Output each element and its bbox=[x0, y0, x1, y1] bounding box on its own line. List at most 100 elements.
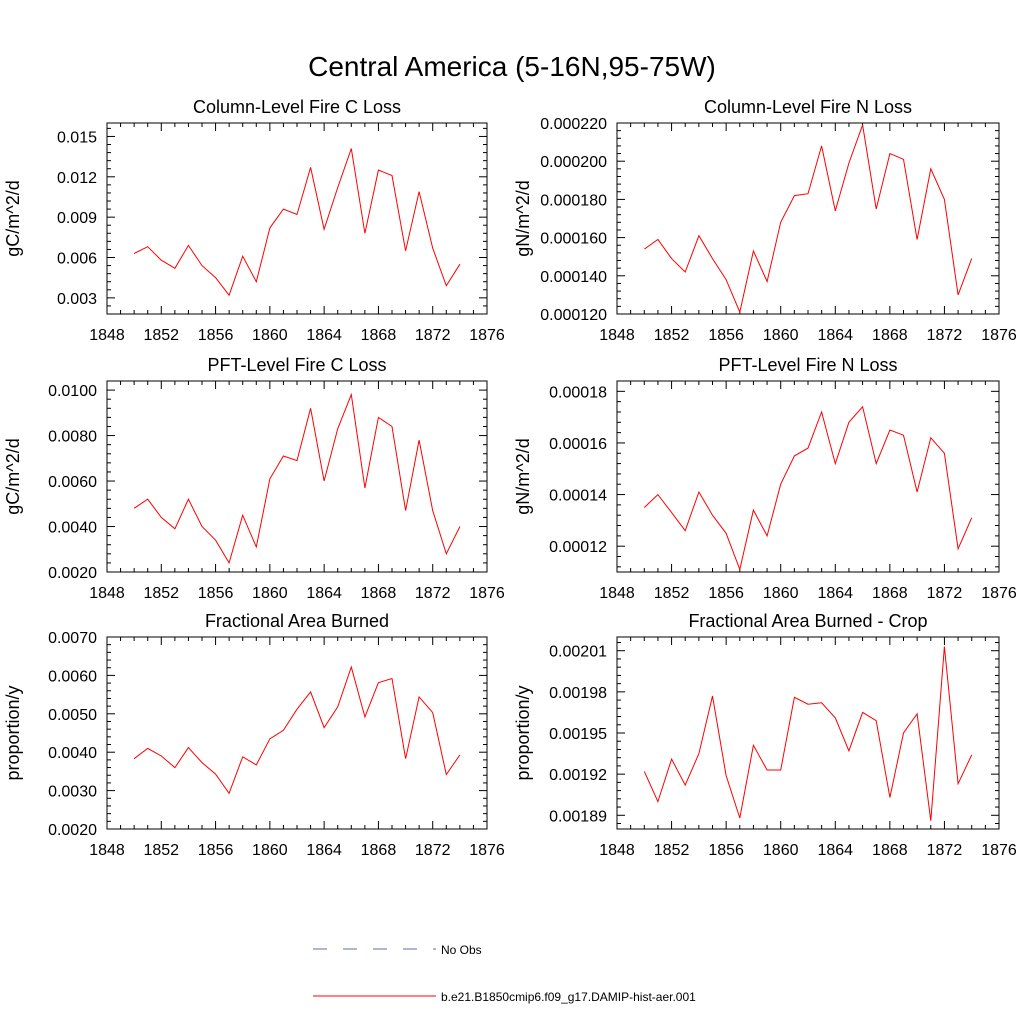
x-tick-label: 1852 bbox=[143, 327, 179, 344]
panel-title: PFT-Level Fire C Loss bbox=[207, 355, 386, 375]
y-axis-label: gC/m^2/d bbox=[3, 438, 23, 514]
y-tick-label: 0.0040 bbox=[48, 520, 97, 537]
legend-obs-label: No Obs bbox=[441, 943, 482, 957]
panel-title: Column-Level Fire C Loss bbox=[193, 97, 401, 117]
x-tick-label: 1852 bbox=[654, 327, 690, 344]
y-tick-label: 0.00198 bbox=[549, 685, 607, 702]
y-tick-label: 0.0030 bbox=[48, 784, 97, 801]
x-tick-label: 1864 bbox=[306, 327, 342, 344]
series-line bbox=[133, 392, 461, 565]
x-tick-label: 1856 bbox=[708, 842, 744, 859]
y-tick-label: 0.00201 bbox=[549, 644, 607, 661]
x-tick-label: 1852 bbox=[143, 842, 179, 859]
x-tick-label: 1868 bbox=[872, 842, 908, 859]
legend-model-label: b.e21.B1850cmip6.f09_g17.DAMIP-hist-aer.… bbox=[441, 990, 696, 1004]
x-tick-label: 1868 bbox=[872, 327, 908, 344]
x-tick-label: 1860 bbox=[763, 585, 799, 602]
x-tick-label: 1848 bbox=[89, 585, 125, 602]
legend: No Obs b.e21.B1850cmip6.f09_g17.DAMIP-hi… bbox=[313, 943, 696, 1004]
x-tick-label: 1856 bbox=[198, 327, 234, 344]
panel-title: Fractional Area Burned bbox=[205, 611, 389, 631]
y-tick-label: 0.00016 bbox=[549, 436, 607, 453]
y-tick-label: 0.0020 bbox=[48, 565, 97, 582]
series-line bbox=[643, 405, 973, 572]
y-tick-label: 0.003 bbox=[57, 291, 97, 308]
y-tick-label: 0.0060 bbox=[48, 474, 97, 491]
x-tick-label: 1872 bbox=[415, 842, 451, 859]
x-tick-label: 1868 bbox=[361, 585, 397, 602]
x-tick-label: 1860 bbox=[763, 842, 799, 859]
y-tick-label: 0.0050 bbox=[48, 707, 97, 724]
plot-frame bbox=[106, 122, 488, 315]
y-tick-label: 0.00189 bbox=[549, 808, 607, 825]
x-tick-label: 1860 bbox=[252, 842, 288, 859]
x-tick-label: 1864 bbox=[817, 327, 853, 344]
y-tick-label: 0.00192 bbox=[549, 767, 607, 784]
y-tick-label: 0.00018 bbox=[549, 384, 607, 401]
x-tick-label: 1852 bbox=[654, 585, 690, 602]
x-tick-label: 1852 bbox=[143, 585, 179, 602]
x-tick-label: 1864 bbox=[817, 842, 853, 859]
panel-title: Column-Level Fire N Loss bbox=[704, 97, 912, 117]
plot-frame bbox=[616, 380, 1000, 573]
x-tick-label: 1868 bbox=[361, 327, 397, 344]
x-tick-label: 1872 bbox=[415, 327, 451, 344]
x-tick-label: 1868 bbox=[361, 842, 397, 859]
x-tick-label: 1868 bbox=[872, 585, 908, 602]
y-tick-label: 0.000120 bbox=[540, 307, 607, 324]
chart-panel: PFT-Level Fire N Loss gN/m^2/d 1848 1852 185… bbox=[513, 355, 1017, 602]
x-tick-label: 1876 bbox=[469, 842, 505, 859]
y-tick-label: 0.000200 bbox=[540, 154, 607, 171]
x-tick-label: 1856 bbox=[198, 842, 234, 859]
x-tick-label: 1860 bbox=[252, 585, 288, 602]
y-tick-label: 0.0040 bbox=[48, 745, 97, 762]
series-line bbox=[133, 148, 461, 297]
x-tick-label: 1876 bbox=[981, 842, 1017, 859]
x-tick-label: 1848 bbox=[599, 842, 635, 859]
y-axis-label: proportion/y bbox=[3, 685, 23, 780]
y-tick-label: 0.000180 bbox=[540, 192, 607, 209]
x-tick-label: 1848 bbox=[89, 842, 125, 859]
y-tick-label: 0.006 bbox=[57, 251, 97, 268]
x-tick-label: 1856 bbox=[708, 585, 744, 602]
x-tick-label: 1876 bbox=[469, 327, 505, 344]
plot-frame bbox=[106, 636, 488, 830]
y-tick-label: 0.009 bbox=[57, 210, 97, 227]
x-tick-label: 1848 bbox=[599, 327, 635, 344]
chart-panel: Column-Level Fire N Loss gN/m^2/d 1848 1852… bbox=[513, 97, 1017, 344]
x-tick-label: 1876 bbox=[981, 327, 1017, 344]
y-tick-label: 0.00012 bbox=[549, 539, 607, 556]
chart-panel: Fractional Area Burned proportion/y 1848 18… bbox=[3, 611, 505, 859]
plot-frame bbox=[616, 636, 1000, 830]
y-tick-label: 0.012 bbox=[57, 170, 97, 187]
x-tick-label: 1860 bbox=[252, 327, 288, 344]
chart-panel: Column-Level Fire C Loss gC/m^2/d 1848 1852… bbox=[3, 97, 505, 344]
x-tick-label: 1872 bbox=[927, 842, 963, 859]
plot-frame bbox=[106, 380, 488, 573]
panels: Column-Level Fire C Loss gC/m^2/d 1848 1852… bbox=[3, 97, 1017, 859]
x-tick-label: 1876 bbox=[469, 585, 505, 602]
x-tick-label: 1872 bbox=[415, 585, 451, 602]
panel-title: PFT-Level Fire N Loss bbox=[718, 355, 897, 375]
series-line bbox=[644, 124, 973, 314]
x-tick-label: 1852 bbox=[654, 842, 690, 859]
y-tick-label: 0.000220 bbox=[540, 116, 607, 133]
x-tick-label: 1876 bbox=[981, 585, 1017, 602]
series-line bbox=[133, 665, 461, 795]
x-tick-label: 1856 bbox=[198, 585, 234, 602]
y-tick-label: 0.0070 bbox=[48, 630, 97, 647]
plot-frame bbox=[616, 122, 1000, 315]
y-axis-label: proportion/y bbox=[513, 685, 533, 780]
y-tick-label: 0.00195 bbox=[549, 726, 607, 743]
x-tick-label: 1848 bbox=[599, 585, 635, 602]
x-tick-label: 1864 bbox=[817, 585, 853, 602]
y-tick-label: 0.0020 bbox=[48, 822, 97, 839]
x-tick-label: 1872 bbox=[927, 327, 963, 344]
y-tick-label: 0.000140 bbox=[540, 269, 607, 286]
y-tick-label: 0.015 bbox=[57, 129, 97, 146]
panel-title: Fractional Area Burned - Crop bbox=[688, 611, 927, 631]
y-tick-label: 0.0060 bbox=[48, 668, 97, 685]
y-axis-label: gN/m^2/d bbox=[513, 180, 533, 256]
y-tick-label: 0.000160 bbox=[540, 231, 607, 248]
